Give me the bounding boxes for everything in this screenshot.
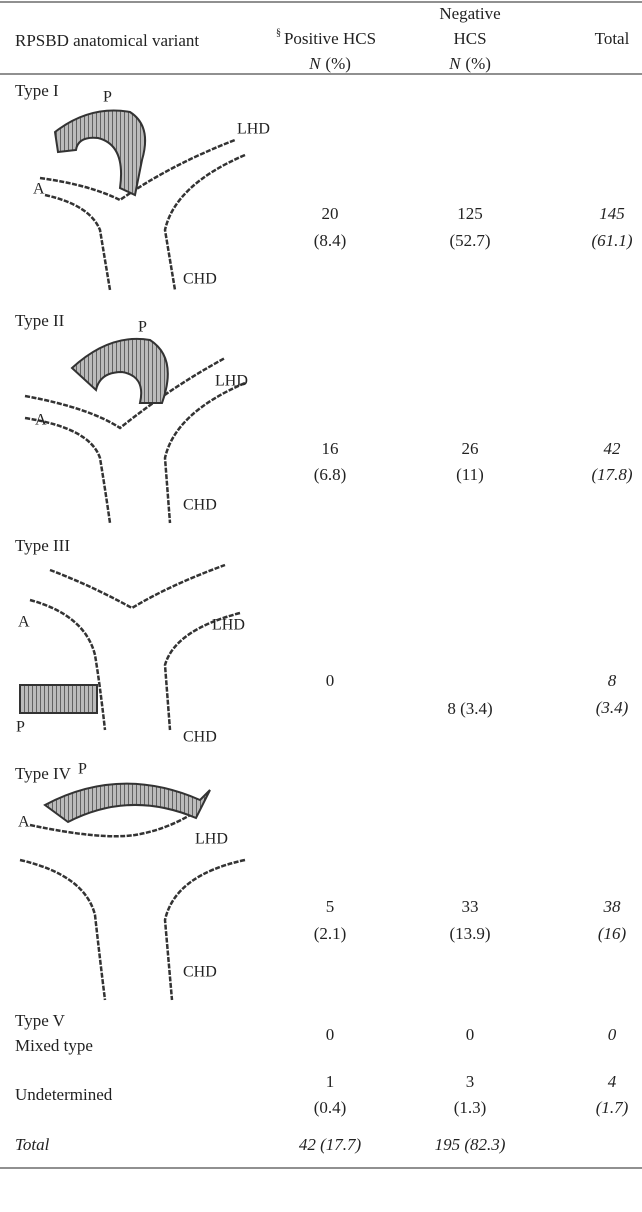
total-value: (16) <box>598 924 627 943</box>
total-value: 8 <box>608 671 617 690</box>
header-variant: RPSBD anatomical variant <box>15 31 199 50</box>
negative-value: (13.9) <box>449 924 490 943</box>
unit-symbol: N <box>308 54 322 73</box>
row-label: Mixed type <box>15 1036 93 1055</box>
header-unit: N (%) <box>448 54 491 73</box>
diagram-label: P <box>138 319 147 336</box>
posterior-duct <box>43 782 211 824</box>
header-negative: HCS <box>453 29 486 48</box>
row-label: Type III <box>15 536 70 555</box>
unit-text: (%) <box>465 54 490 73</box>
negative-value: (52.7) <box>449 231 490 250</box>
positive-value: 0 <box>326 1025 335 1044</box>
positive-value: 20 <box>322 204 339 223</box>
diagram-label: LHD <box>237 121 270 138</box>
header-positive: Positive HCS <box>284 29 376 48</box>
posterior-duct <box>19 684 98 714</box>
duct <box>29 813 191 838</box>
total-value: 38 <box>603 897 622 916</box>
duct <box>44 193 112 291</box>
total-value: (17.8) <box>591 465 632 484</box>
positive-value: (2.1) <box>314 924 347 943</box>
diagram-label: LHD <box>212 617 245 634</box>
diagram-label: CHD <box>183 497 217 514</box>
positive-value: 5 <box>326 897 335 916</box>
positive-value: (0.4) <box>314 1098 347 1117</box>
positive-value: 16 <box>322 439 339 458</box>
diagram <box>19 563 241 731</box>
diagram-label: A <box>35 412 47 429</box>
negative-value: 195 (82.3) <box>435 1135 506 1154</box>
positive-value: 42 (17.7) <box>299 1135 362 1154</box>
duct <box>163 381 246 524</box>
diagram-label: A <box>18 814 30 831</box>
duct <box>19 858 107 1001</box>
negative-value: 125 <box>457 204 483 223</box>
unit-text: (%) <box>325 54 350 73</box>
duct <box>24 356 226 430</box>
duct <box>163 858 246 1001</box>
total-value: (3.4) <box>596 698 629 717</box>
total-value: 4 <box>608 1072 617 1091</box>
duct <box>29 598 107 731</box>
diagram-label: P <box>103 89 112 106</box>
header-unit: N (%) <box>308 54 351 73</box>
positive-value: (8.4) <box>314 231 347 250</box>
posterior-duct <box>70 337 169 404</box>
row-label: Type V <box>15 1011 66 1030</box>
header-negative: Negative <box>439 4 500 23</box>
diagram-label: A <box>33 181 45 198</box>
positive-value: 0 <box>326 671 335 690</box>
header-total: Total <box>595 29 630 48</box>
diagram-label: LHD <box>215 373 248 390</box>
diagram-label: A <box>18 614 30 631</box>
duct <box>163 611 241 731</box>
diagram-label: CHD <box>183 271 217 288</box>
total-value: (1.7) <box>596 1098 629 1117</box>
diagram-label: LHD <box>195 831 228 848</box>
negative-value: 0 <box>466 1025 475 1044</box>
negative-value: 3 <box>466 1072 475 1091</box>
negative-value: (11) <box>456 465 484 484</box>
total-value: (61.1) <box>591 231 632 250</box>
total-value: 145 <box>599 204 625 223</box>
row-label: Total <box>15 1135 50 1154</box>
positive-value: 1 <box>326 1072 335 1091</box>
diagram <box>24 337 246 524</box>
posterior-duct <box>53 109 146 197</box>
duct <box>163 153 246 291</box>
diagram-label: P <box>78 761 87 778</box>
row-label: Undetermined <box>15 1085 113 1104</box>
header-note: § <box>276 27 281 38</box>
unit-symbol: N <box>448 54 462 73</box>
positive-value: (6.8) <box>314 465 347 484</box>
negative-value: 33 <box>462 897 479 916</box>
negative-value: 8 (3.4) <box>447 699 492 718</box>
diagram <box>39 109 246 291</box>
row-label: Type IV <box>15 764 72 783</box>
diagram-label: CHD <box>183 964 217 981</box>
row-label: Type II <box>15 311 65 330</box>
diagram-label: CHD <box>183 729 217 746</box>
duct <box>49 563 226 610</box>
total-value: 42 <box>604 439 622 458</box>
diagram <box>19 782 246 1001</box>
diagram-label: P <box>16 719 25 736</box>
negative-value: (1.3) <box>454 1098 487 1117</box>
total-value: 0 <box>608 1025 617 1044</box>
duct <box>24 416 112 524</box>
row-label: Type I <box>15 81 59 100</box>
negative-value: 26 <box>462 439 479 458</box>
